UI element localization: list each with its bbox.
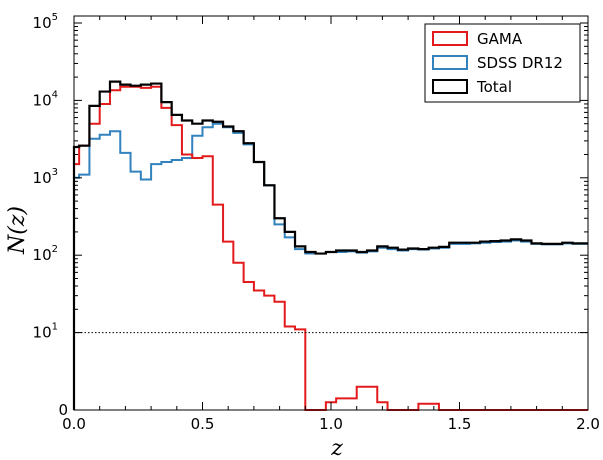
- y-tick-label: 103: [33, 167, 58, 187]
- x-tick-label: 1.0: [319, 415, 343, 433]
- x-axis-label: z: [330, 436, 343, 460]
- y-tick-label: 102: [33, 244, 58, 264]
- series-gama: [73, 85, 588, 411]
- series-layer: [72, 80, 588, 411]
- x-tick-label: 0.5: [191, 415, 215, 433]
- x-tick-label: 0.0: [62, 415, 86, 433]
- y-axis-label: N(z): [5, 206, 30, 255]
- y-tick-label: 0: [58, 401, 68, 419]
- legend-label-total: Total: [476, 78, 512, 96]
- legend-label-gama: GAMA: [477, 30, 523, 48]
- series-total: [72, 80, 588, 410]
- y-tick-label: 104: [33, 89, 58, 109]
- axis-ticks: [73, 16, 589, 411]
- legend-label-sdss-dr12: SDSS DR12: [477, 54, 563, 72]
- legend-box: [424, 23, 581, 103]
- legend-swatch-sdss-dr12: [432, 55, 468, 70]
- y-tick-label: 101: [33, 322, 58, 342]
- legend-swatch-total: [432, 79, 468, 94]
- legend-swatch-gama: [432, 31, 468, 46]
- axis-tick-labels: 0.0 0.5 1.0 1.5 2.0 0 101 102 103 104 105: [33, 12, 600, 433]
- y-tick-label: 105: [33, 12, 58, 32]
- legend: GAMA SDSS DR12 Total: [424, 23, 581, 103]
- x-tick-label: 2.0: [576, 415, 600, 433]
- x-tick-label: 1.5: [448, 415, 472, 433]
- series-sdss-dr12: [73, 122, 588, 410]
